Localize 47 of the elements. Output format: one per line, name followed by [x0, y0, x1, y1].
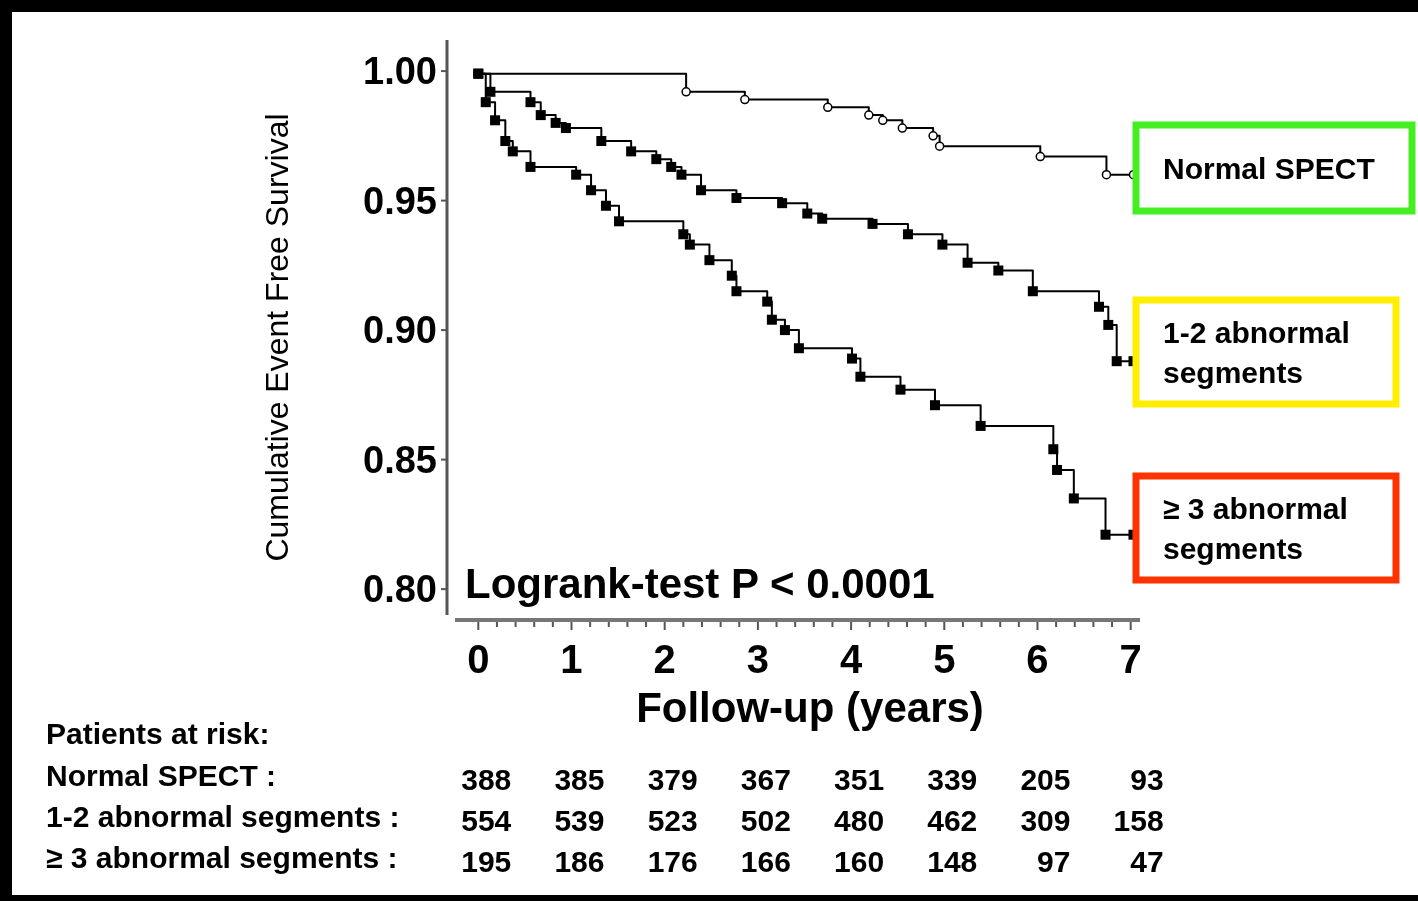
text: 480: [834, 804, 885, 837]
y-tick-label: 0.85: [363, 438, 437, 481]
text: 93: [1130, 763, 1164, 796]
x-axis-title: Follow-up (years): [636, 684, 984, 731]
y-axis-title: Cumulative Event Free Survival: [259, 113, 295, 562]
text: 385: [554, 763, 605, 796]
text: Normal SPECT :: [46, 759, 277, 792]
text: 309: [1020, 804, 1071, 837]
x-tick-label: 1: [560, 637, 583, 681]
text: 539: [554, 804, 605, 837]
x-tick-label: 7: [1119, 637, 1142, 681]
text: 47: [1130, 845, 1164, 878]
y-tick-label: 0.95: [363, 179, 437, 222]
x-tick-label: 5: [933, 637, 956, 681]
x-tick-label: 4: [839, 637, 863, 681]
series-label: ≥ 3 abnormal segments: [1163, 491, 1348, 565]
annotation: Logrank-test P < 0.0001: [465, 560, 935, 607]
y-tick-label: 1.00: [363, 50, 437, 93]
text: 205: [1020, 763, 1071, 796]
text: 367: [740, 763, 791, 796]
text: 148: [927, 845, 978, 878]
series-label: 1-2 abnormal segments: [1163, 315, 1350, 389]
text: 523: [647, 804, 698, 837]
text: 502: [740, 804, 791, 837]
text: 388: [461, 763, 512, 796]
text: 158: [1113, 804, 1164, 837]
text: 351: [834, 763, 885, 796]
y-tick-label: 0.80: [363, 568, 437, 611]
text: 379: [647, 763, 698, 796]
text: 554: [461, 804, 512, 837]
text: 186: [554, 845, 605, 878]
text: 166: [740, 845, 791, 878]
text: 339: [927, 763, 978, 796]
text: Patients at risk:: [46, 717, 270, 750]
text: 462: [927, 804, 978, 837]
text: 160: [834, 845, 885, 878]
x-tick-label: 2: [653, 637, 676, 681]
text: 176: [647, 845, 698, 878]
text: 1-2 abnormal segments :: [46, 800, 400, 833]
y-tick-label: 0.90: [363, 309, 437, 352]
series-label: Normal SPECT: [1163, 151, 1375, 185]
text: 195: [461, 845, 512, 878]
text: ≥ 3 abnormal segments :: [46, 841, 398, 874]
x-tick-label: 0: [467, 637, 490, 681]
x-tick-label: 3: [746, 637, 770, 681]
text: 97: [1037, 845, 1071, 878]
x-tick-label: 6: [1026, 637, 1049, 681]
